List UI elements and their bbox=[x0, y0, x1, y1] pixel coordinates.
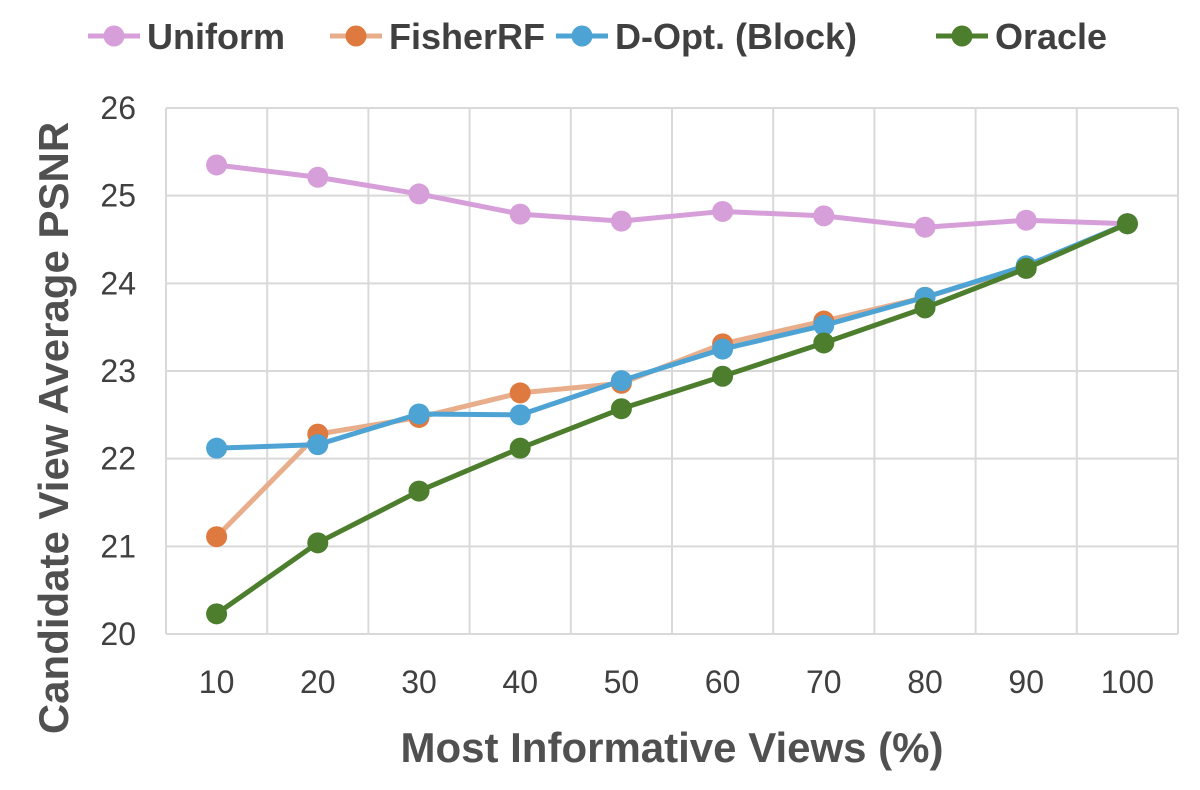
legend-marker bbox=[345, 25, 367, 47]
x-tick-label: 20 bbox=[300, 664, 336, 700]
data-point bbox=[408, 403, 430, 425]
legend-item: FisherRF bbox=[330, 16, 545, 57]
data-point bbox=[206, 526, 228, 548]
x-tick-label: 40 bbox=[502, 664, 538, 700]
x-tick-label: 90 bbox=[1008, 664, 1044, 700]
data-point bbox=[509, 203, 531, 225]
legend-item: D-Opt. (Block) bbox=[556, 16, 857, 57]
legend-marker bbox=[103, 25, 125, 47]
data-point bbox=[712, 338, 734, 360]
data-point bbox=[712, 365, 734, 387]
data-point bbox=[914, 297, 936, 319]
y-axis-label: Candidate View Average PSNR bbox=[30, 122, 77, 734]
data-point bbox=[610, 210, 632, 232]
y-tick-label: 24 bbox=[100, 265, 136, 301]
data-point bbox=[408, 183, 430, 205]
series-line bbox=[215, 221, 1129, 616]
data-point bbox=[307, 166, 329, 188]
series-line bbox=[216, 221, 1129, 451]
data-point bbox=[712, 200, 734, 222]
data-point bbox=[206, 154, 228, 176]
legend-label: D-Opt. (Block) bbox=[615, 16, 857, 57]
y-tick-label: 26 bbox=[100, 90, 136, 126]
data-point bbox=[813, 314, 835, 336]
x-axis-label: Most Informative Views (%) bbox=[400, 724, 943, 771]
y-tick-label: 20 bbox=[100, 616, 136, 652]
x-tick-label: 50 bbox=[604, 664, 640, 700]
data-point bbox=[206, 437, 228, 459]
x-axis-ticks: 10 20 30 40 50 60 70 80 90 100 bbox=[199, 664, 1154, 700]
legend-item: Oracle bbox=[936, 16, 1107, 57]
legend-marker bbox=[951, 25, 973, 47]
data-point bbox=[813, 205, 835, 227]
data-point bbox=[1015, 257, 1037, 279]
legend-item: Uniform bbox=[88, 16, 285, 57]
data-point bbox=[408, 480, 430, 502]
legend-label: Uniform bbox=[147, 16, 285, 57]
y-tick-label: 23 bbox=[100, 353, 136, 389]
legend-marker bbox=[571, 25, 593, 47]
data-point bbox=[509, 382, 531, 404]
x-tick-label: 70 bbox=[806, 664, 842, 700]
x-tick-label: 100 bbox=[1101, 664, 1154, 700]
data-point bbox=[509, 437, 531, 459]
legend-label: FisherRF bbox=[389, 16, 545, 57]
data-point bbox=[307, 532, 329, 554]
data-point bbox=[610, 398, 632, 420]
x-tick-label: 10 bbox=[199, 664, 235, 700]
legend-label: Oracle bbox=[995, 16, 1107, 57]
data-point bbox=[914, 216, 936, 238]
y-tick-label: 22 bbox=[100, 441, 136, 477]
series-group bbox=[206, 154, 1138, 625]
data-point bbox=[813, 332, 835, 354]
data-point bbox=[206, 603, 228, 625]
y-axis-ticks: 20 21 22 23 24 25 26 bbox=[100, 90, 136, 652]
series-line bbox=[216, 162, 1128, 230]
data-point bbox=[610, 370, 632, 392]
legend: Uniform FisherRF D-Opt. (Block) Oracle bbox=[88, 16, 1107, 57]
x-tick-label: 80 bbox=[907, 664, 943, 700]
data-point bbox=[1116, 213, 1138, 235]
data-point bbox=[1015, 209, 1037, 231]
series-uniform bbox=[206, 154, 1138, 238]
data-point bbox=[307, 434, 329, 456]
x-tick-label: 60 bbox=[705, 664, 741, 700]
y-tick-label: 21 bbox=[100, 528, 136, 564]
y-tick-label: 25 bbox=[100, 178, 136, 214]
series-oracle bbox=[206, 213, 1138, 625]
grid-lines bbox=[165, 107, 1179, 635]
data-point bbox=[509, 404, 531, 426]
x-tick-label: 30 bbox=[401, 664, 437, 700]
